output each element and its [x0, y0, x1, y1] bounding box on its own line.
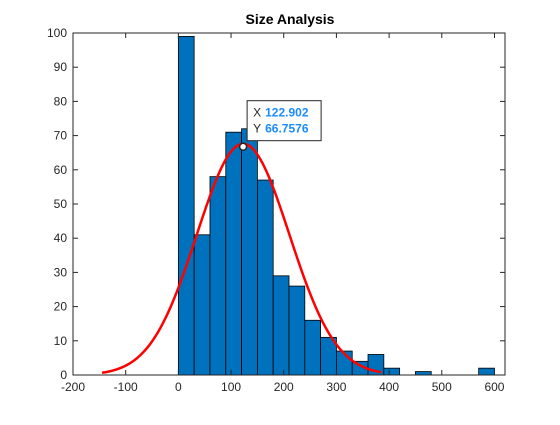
histogram-bar	[415, 371, 432, 376]
histogram-bar	[256, 179, 274, 376]
data-tip-y-value: 66.7576	[265, 122, 309, 136]
y-tick-label: 10	[54, 334, 68, 348]
x-tick-label: 200	[274, 380, 294, 394]
y-tick-label: 40	[54, 231, 68, 245]
histogram-bar	[383, 367, 401, 376]
y-tick-label: 30	[54, 265, 68, 279]
data-tip[interactable]: X 122.902 Y 66.7576	[238, 100, 322, 151]
x-tick-label: 100	[221, 380, 241, 394]
data-tip-box	[246, 100, 322, 142]
histogram-bars	[177, 36, 495, 376]
y-tick-label: 60	[54, 163, 68, 177]
histogram-bar	[241, 128, 258, 376]
histogram-bar	[304, 319, 322, 376]
x-tick-label: 0	[175, 380, 182, 394]
x-tick-label: 500	[432, 380, 452, 394]
y-tick-label: 100	[47, 26, 67, 40]
histogram-bar	[225, 131, 242, 376]
y-axis-ticks: 0 10 20 30 40 50 60 70 80 90 100	[47, 26, 505, 382]
y-tick-label: 50	[54, 197, 68, 211]
histogram-bar	[177, 36, 195, 376]
data-tip-y-label: Y	[253, 122, 261, 136]
x-tick-label: -100	[114, 380, 138, 394]
histogram-bar	[209, 176, 227, 376]
x-axis-ticks: -200 -100 0 100 200 300 400 500 600	[61, 33, 505, 394]
y-tick-label: 80	[54, 94, 68, 108]
y-tick-label: 20	[54, 300, 68, 314]
histogram-bar	[288, 285, 306, 376]
data-tip-marker[interactable]	[238, 142, 248, 151]
x-tick-label: -200	[61, 380, 85, 394]
data-tip-x-label: X	[253, 106, 261, 120]
x-tick-label: 600	[484, 380, 504, 394]
y-tick-label: 0	[60, 368, 67, 382]
y-tick-label: 90	[54, 60, 68, 74]
histogram-bar	[193, 234, 211, 376]
histogram-bar	[478, 367, 495, 376]
x-tick-label: 400	[379, 380, 399, 394]
x-tick-label: 300	[326, 380, 346, 394]
data-tip-x-value: 122.902	[265, 106, 309, 120]
histogram-bar	[272, 275, 290, 376]
y-tick-label: 70	[54, 129, 68, 143]
chart-title: Size Analysis	[246, 11, 335, 27]
